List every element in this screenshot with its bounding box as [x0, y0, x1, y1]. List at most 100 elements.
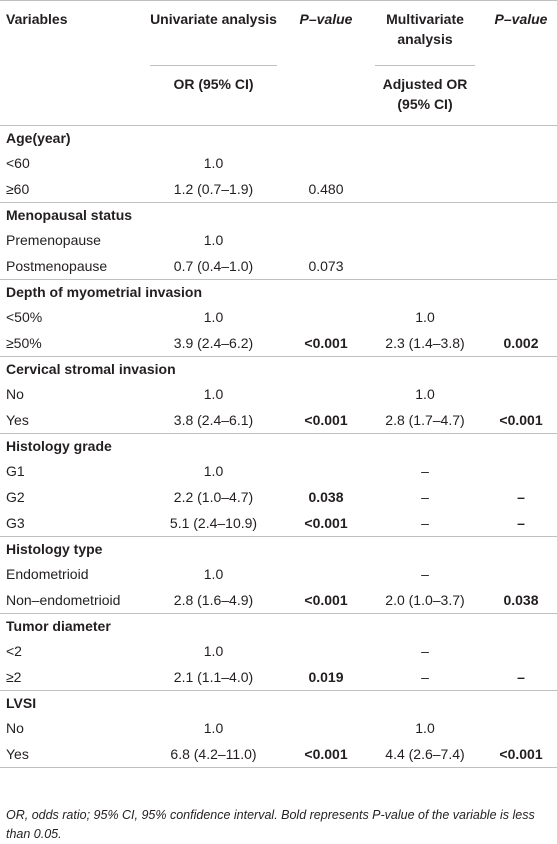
subheader-adjusted-or: Adjusted OR (95% CI) — [375, 65, 475, 114]
pvalue-multivariate-cell — [485, 381, 557, 407]
pvalue-univariate-cell — [287, 304, 365, 330]
pvalue-univariate-cell — [287, 715, 365, 741]
pvalue-multivariate-cell: – — [517, 668, 525, 685]
adjusted-or-cell: – — [421, 642, 429, 659]
odds-ratio-cell: 1.0 — [203, 642, 224, 659]
row-label: Endometrioid — [6, 565, 89, 582]
pvalue-multivariate-cell — [485, 227, 557, 253]
pvalue-univariate-cell: 0.073 — [308, 257, 344, 274]
group-title: LVSI — [0, 689, 557, 715]
row-label: <50% — [6, 308, 43, 325]
pvalue-univariate-cell — [287, 150, 365, 176]
group-row: Tumor diameter — [0, 612, 557, 638]
table-row: G2 2.2 (1.0–4.7) 0.038 – – — [0, 484, 557, 510]
table-footnote: OR, odds ratio; 95% CI, 95% confidence i… — [6, 808, 535, 841]
group-row: LVSI — [0, 689, 557, 715]
table-row: No 1.0 1.0 — [0, 715, 557, 741]
table-row: Yes 6.8 (4.2–11.0) <0.001 4.4 (2.6–7.4) <0.0… — [0, 740, 557, 768]
odds-ratio-cell: 2.8 (1.6–4.9) — [173, 591, 254, 608]
group-row: Histology type — [0, 535, 557, 561]
table-row: <50% 1.0 1.0 — [0, 304, 557, 330]
header-variables: Variables — [6, 11, 68, 27]
adjusted-or-cell: – — [421, 488, 429, 505]
regression-table: Variables Univariate analysis P–value Mu… — [0, 0, 557, 768]
pvalue-univariate-cell: 0.480 — [308, 180, 344, 197]
group-title: Age(year) — [0, 124, 557, 150]
subheader-or-ci: OR (95% CI) — [150, 65, 277, 94]
table-body: Age(year) <60 1.0 ≥60 1.2 (0.7–1.9) 0.480 Meno… — [0, 124, 557, 768]
pvalue-multivariate-cell: <0.001 — [499, 411, 543, 428]
pvalue-multivariate-cell — [485, 715, 557, 741]
pvalue-univariate-cell — [287, 381, 365, 407]
odds-ratio-cell: 1.0 — [203, 385, 224, 402]
row-label: <2 — [6, 642, 22, 659]
subheader-row: OR (95% CI) Adjusted OR (95% CI) — [0, 57, 557, 125]
pvalue-univariate-cell — [287, 227, 365, 253]
row-label: No — [6, 385, 24, 402]
table-row: <60 1.0 — [0, 150, 557, 176]
pvalue-multivariate-cell: 0.038 — [503, 591, 539, 608]
adjusted-or-cell: 2.3 (1.4–3.8) — [385, 334, 465, 351]
table-row: Postmenopause 0.7 (0.4–1.0) 0.073 — [0, 253, 557, 280]
group-title: Histology type — [0, 535, 557, 561]
table-row: Non–endometrioid 2.8 (1.6–4.9) <0.001 2.0 (… — [0, 587, 557, 614]
table-row: Premenopause 1.0 — [0, 227, 557, 253]
table-row: G3 5.1 (2.4–10.9) <0.001 – – — [0, 510, 557, 537]
adjusted-or-cell: – — [421, 668, 429, 685]
table-row: No 1.0 1.0 — [0, 381, 557, 407]
odds-ratio-cell: 2.2 (1.0–4.7) — [173, 488, 254, 505]
group-row: Age(year) — [0, 124, 557, 150]
adjusted-or-cell — [365, 253, 485, 280]
table-row: ≥2 2.1 (1.1–4.0) 0.019 – – — [0, 664, 557, 691]
adjusted-or-cell: – — [421, 514, 429, 531]
odds-ratio-cell: 1.0 — [203, 154, 224, 171]
odds-ratio-cell: 1.0 — [203, 565, 224, 582]
pvalue-univariate-cell: <0.001 — [304, 411, 348, 428]
pvalue-multivariate-cell: 0.002 — [503, 334, 539, 351]
pvalue-multivariate-cell: – — [517, 514, 525, 531]
pvalue-univariate-cell: 0.019 — [308, 668, 344, 685]
row-label: G3 — [6, 514, 25, 531]
row-label: Non–endometrioid — [6, 591, 121, 608]
table-row: Yes 3.8 (2.4–6.1) <0.001 2.8 (1.7–4.7) <0.00… — [0, 407, 557, 434]
table-row: ≥50% 3.9 (2.4–6.2) <0.001 2.3 (1.4–3.8) 0.00… — [0, 330, 557, 357]
odds-ratio-cell: 0.7 (0.4–1.0) — [173, 257, 254, 274]
pvalue-multivariate-cell — [485, 458, 557, 484]
group-row: Cervical stromal invasion — [0, 355, 557, 381]
row-label: G1 — [6, 462, 25, 479]
row-label: Yes — [0, 740, 140, 768]
odds-ratio-cell: 1.2 (0.7–1.9) — [173, 180, 254, 197]
adjusted-or-cell: 4.4 (2.6–7.4) — [365, 740, 485, 768]
odds-ratio-cell: 2.1 (1.1–4.0) — [173, 668, 254, 685]
odds-ratio-cell: 5.1 (2.4–10.9) — [169, 514, 258, 531]
adjusted-or-cell: 1.0 — [415, 719, 435, 736]
table-row: Endometrioid 1.0 – — [0, 561, 557, 587]
adjusted-or-cell — [365, 176, 485, 203]
odds-ratio-cell: 3.9 (2.4–6.2) — [173, 334, 254, 351]
pvalue-multivariate-cell — [485, 253, 557, 280]
row-label: ≥50% — [6, 334, 42, 351]
header-univariate: Univariate analysis — [150, 11, 277, 27]
row-label: G2 — [6, 488, 25, 505]
pvalue-multivariate-cell — [485, 176, 557, 203]
odds-ratio-cell: 3.8 (2.4–6.1) — [173, 411, 254, 428]
adjusted-or-cell: 2.0 (1.0–3.7) — [385, 591, 465, 608]
pvalue-multivariate-cell: – — [517, 488, 525, 505]
row-label: ≥60 — [6, 180, 30, 197]
odds-ratio-cell: 6.8 (4.2–11.0) — [140, 740, 287, 768]
pvalue-multivariate-cell — [485, 638, 557, 664]
row-label: <60 — [6, 154, 30, 171]
pvalue-multivariate-cell — [485, 150, 557, 176]
group-title: Menopausal status — [0, 201, 557, 227]
group-row: Depth of myometrial invasion — [0, 278, 557, 304]
group-row: Menopausal status — [0, 201, 557, 227]
row-label: Postmenopause — [6, 257, 108, 274]
odds-ratio-cell: 1.0 — [203, 719, 224, 736]
group-title: Tumor diameter — [0, 612, 557, 638]
table-row: G1 1.0 – — [0, 458, 557, 484]
pvalue-univariate-cell: <0.001 — [304, 334, 348, 351]
pvalue-univariate-cell: <0.001 — [304, 514, 348, 531]
group-title: Cervical stromal invasion — [0, 355, 557, 381]
pvalue-univariate-cell — [287, 638, 365, 664]
